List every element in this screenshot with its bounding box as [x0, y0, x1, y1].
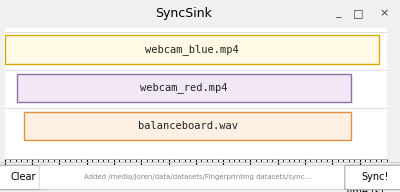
FancyBboxPatch shape	[17, 74, 351, 102]
Text: _: _	[335, 8, 341, 18]
FancyBboxPatch shape	[5, 36, 379, 64]
FancyBboxPatch shape	[0, 165, 51, 190]
Text: Sync!: Sync!	[362, 171, 389, 181]
Text: balanceboard.wav: balanceboard.wav	[138, 121, 238, 131]
Text: □: □	[353, 8, 363, 18]
Text: ×: ×	[379, 8, 389, 18]
Text: webcam_red.mp4: webcam_red.mp4	[140, 82, 228, 93]
Text: Time (s): Time (s)	[344, 187, 384, 192]
FancyBboxPatch shape	[24, 112, 351, 140]
Text: Clear: Clear	[10, 171, 36, 181]
Text: Added /media/joren/data/datasets/Fingerprinting datasets/sync...: Added /media/joren/data/datasets/Fingerp…	[84, 174, 311, 180]
FancyBboxPatch shape	[345, 165, 400, 190]
Text: SyncSink: SyncSink	[156, 7, 212, 20]
Text: webcam_blue.mp4: webcam_blue.mp4	[145, 44, 238, 55]
FancyBboxPatch shape	[39, 165, 356, 190]
